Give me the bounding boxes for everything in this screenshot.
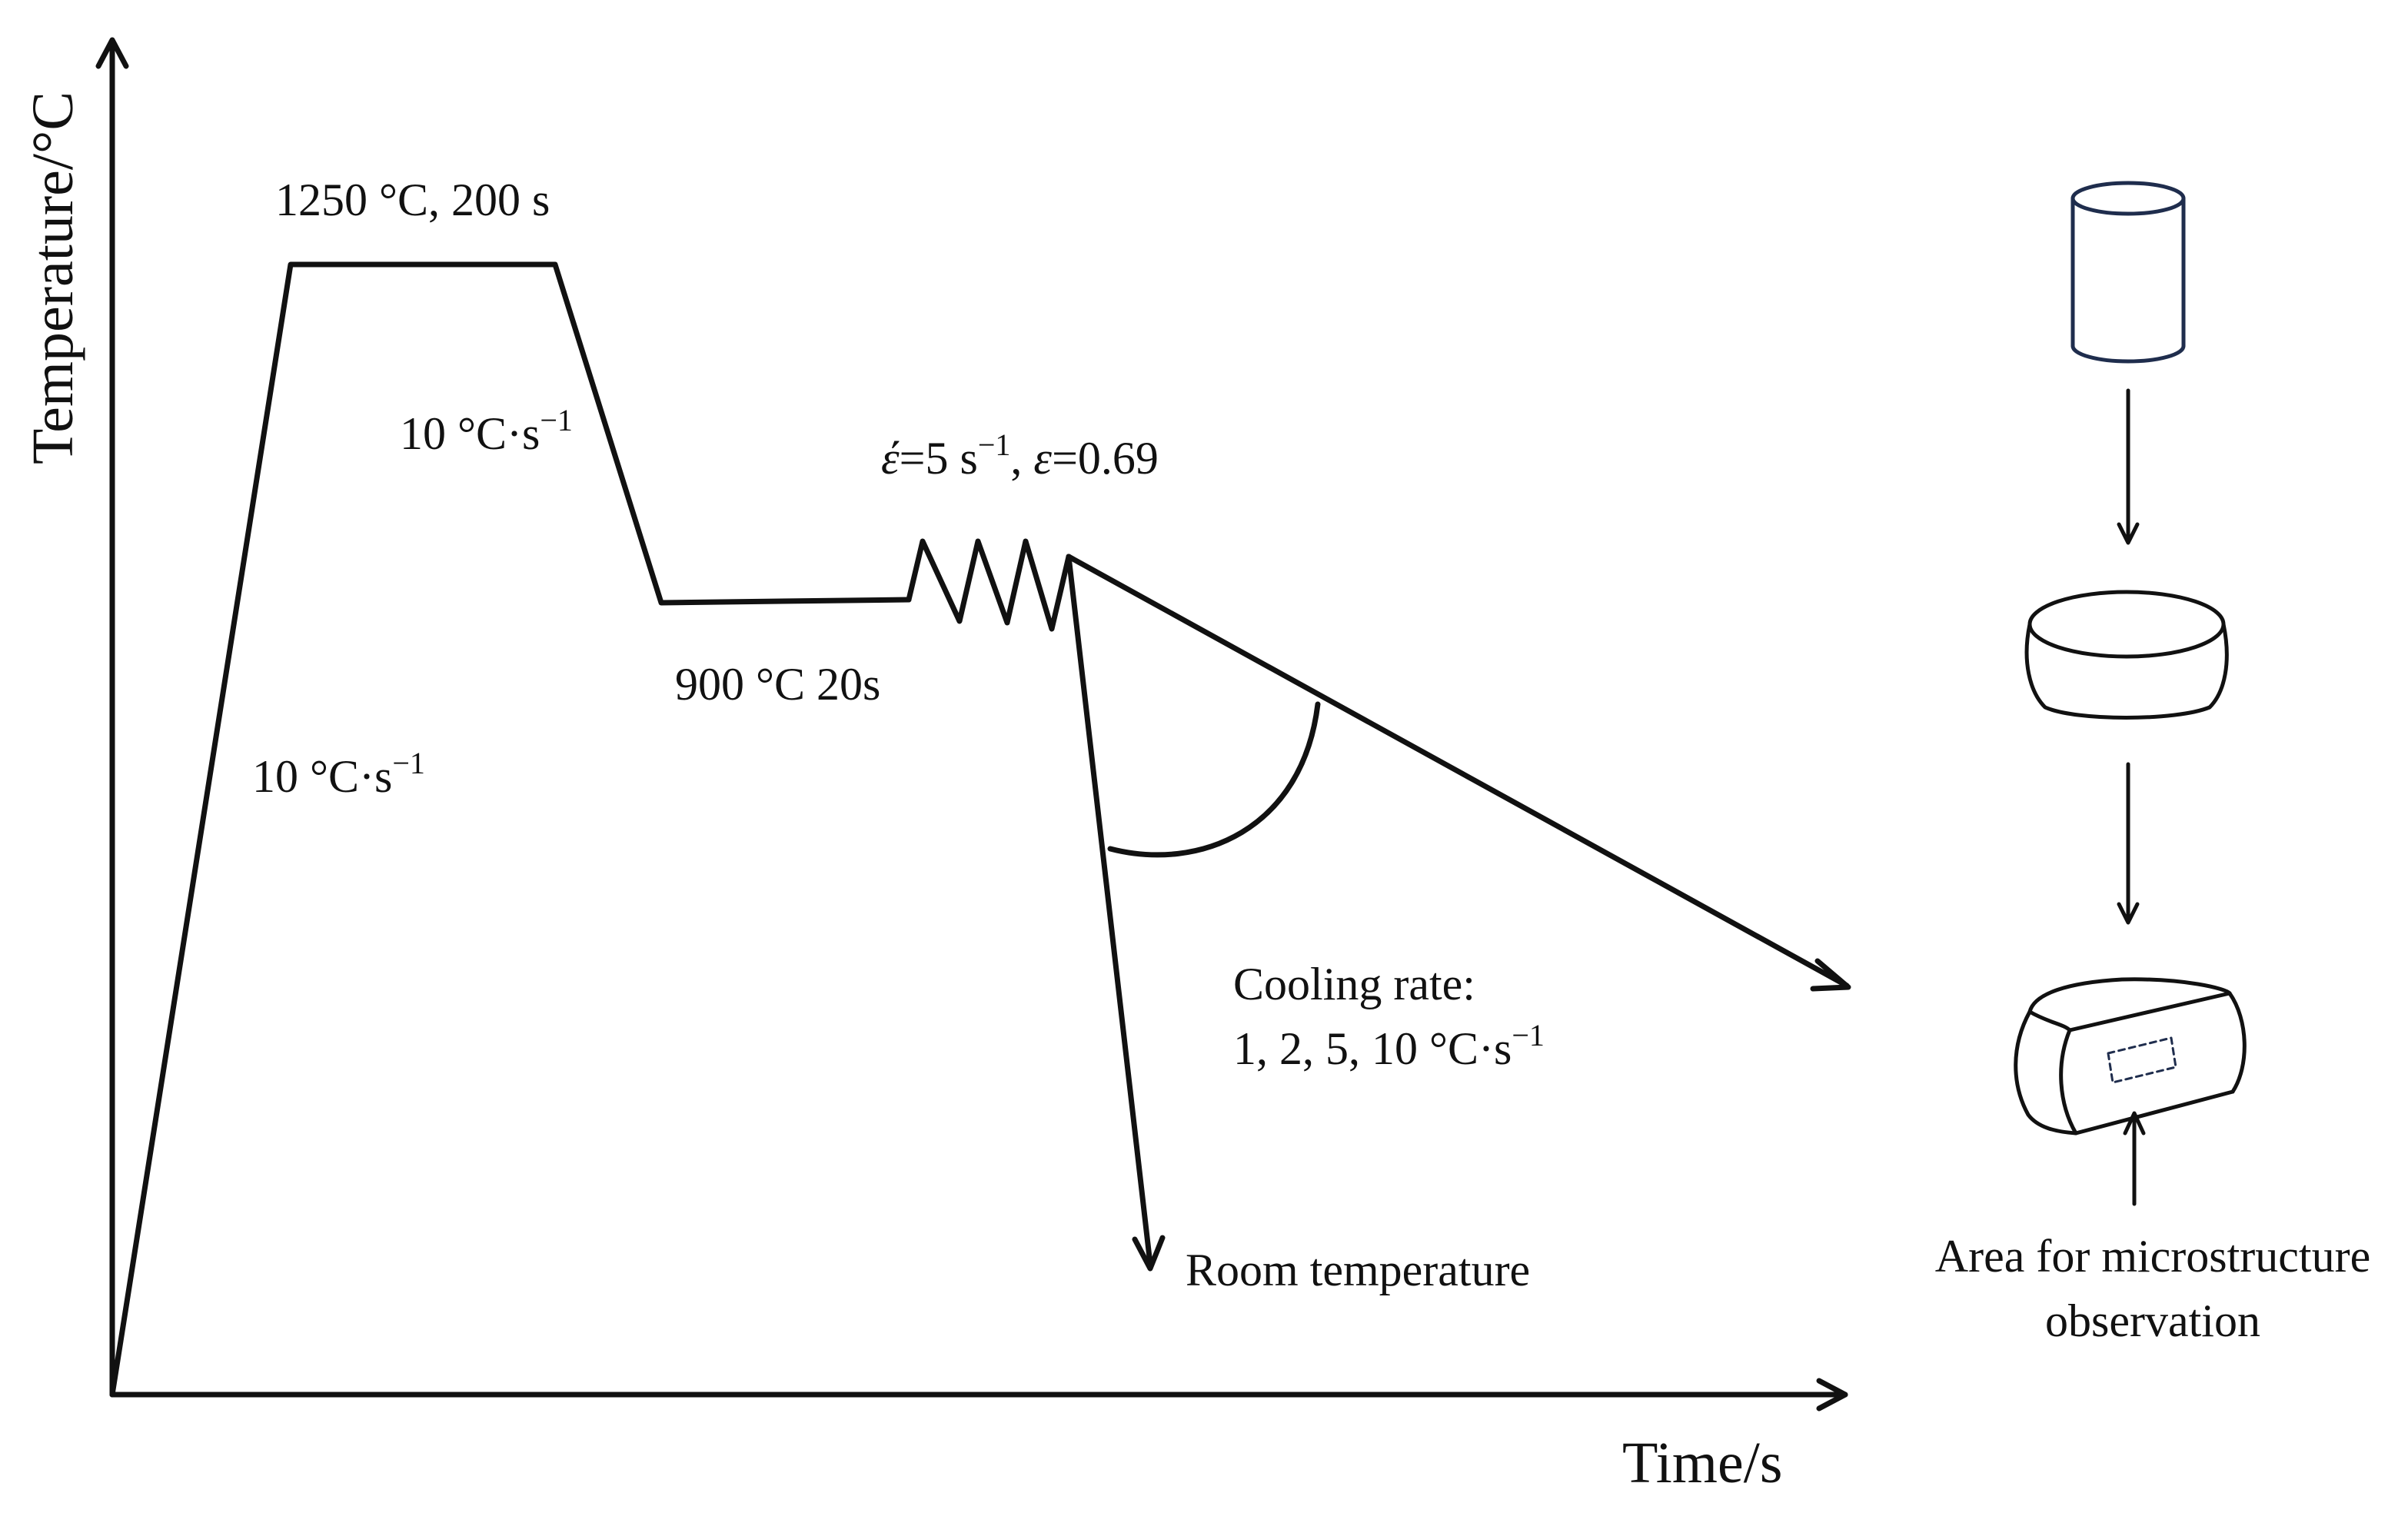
y-axis-arrowhead xyxy=(95,37,129,69)
observation-label-line1: Area for microstructure xyxy=(1935,1231,2370,1282)
heating-rate-label: 10 °C·s−1 xyxy=(252,746,425,802)
cooling-rate-label-1: 10 °C·s−1 xyxy=(400,403,573,459)
fast-cooling-arrowhead xyxy=(1132,1235,1166,1272)
axes xyxy=(95,37,1848,1412)
deformation-label: έ=5 s−1, ε=0.69 xyxy=(881,427,1159,484)
slow-cooling-line xyxy=(1066,554,1850,989)
y-axis-label: Temperature/°C xyxy=(21,91,85,464)
x-axis-arrowhead xyxy=(1816,1378,1848,1412)
cylinder-icon xyxy=(2070,181,2186,364)
process-curve xyxy=(109,261,1851,1398)
specimen-sequence xyxy=(2014,181,2247,1206)
compressed-specimen-icon xyxy=(2024,590,2229,720)
observation-label-line2: observation xyxy=(2045,1295,2260,1346)
slow-cooling-arrowhead xyxy=(1810,958,1851,992)
room-temperature-label: Room temperature xyxy=(1186,1245,1530,1295)
process-arrow-2 xyxy=(2117,762,2140,925)
high-hold-label: 1250 °C, 200 s xyxy=(275,175,550,225)
observation-area-marker xyxy=(2107,1036,2177,1084)
cooling-rate-range-arc xyxy=(1107,701,1321,858)
deformation-zigzag xyxy=(906,538,1072,632)
cooling-rate-title: Cooling rate: xyxy=(1233,959,1475,1009)
fast-cooling-line xyxy=(1066,554,1153,1267)
process-arrow-1 xyxy=(2117,388,2140,545)
observation-arrow xyxy=(2123,1111,2146,1206)
low-hold-label: 900 °C 20s xyxy=(675,659,880,710)
sectioned-specimen-icon xyxy=(2014,977,2247,1136)
x-axis-label: Time/s xyxy=(1622,1431,1782,1495)
heating-hold-cooling-line xyxy=(109,261,912,1398)
cooling-rate-values: 1, 2, 5, 10 °C·s−1 xyxy=(1233,1018,1545,1074)
